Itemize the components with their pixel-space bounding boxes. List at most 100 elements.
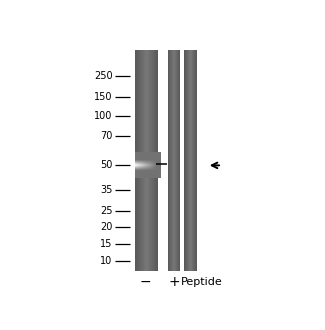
Bar: [178, 50, 179, 271]
Bar: [192, 50, 193, 271]
Bar: [179, 50, 180, 271]
Text: 70: 70: [100, 131, 112, 141]
Bar: [171, 50, 172, 271]
Text: 100: 100: [94, 111, 112, 121]
Bar: [173, 50, 174, 271]
Bar: [146, 50, 147, 271]
Bar: [150, 50, 151, 271]
Bar: [190, 50, 191, 271]
Bar: [170, 50, 171, 271]
Bar: [191, 50, 192, 271]
Bar: [148, 50, 149, 271]
Bar: [176, 50, 177, 271]
Bar: [189, 50, 190, 271]
Bar: [142, 50, 143, 271]
Bar: [195, 50, 196, 271]
Bar: [156, 50, 157, 271]
Bar: [153, 50, 154, 271]
Bar: [136, 50, 137, 271]
Bar: [186, 50, 187, 271]
Bar: [174, 50, 175, 271]
Bar: [194, 50, 195, 271]
Text: 25: 25: [100, 206, 112, 216]
Bar: [140, 50, 141, 271]
Bar: [144, 50, 145, 271]
Bar: [149, 50, 150, 271]
Text: +: +: [168, 275, 180, 289]
Bar: [153, 50, 154, 271]
Bar: [186, 50, 187, 271]
Bar: [150, 50, 151, 271]
Bar: [185, 50, 186, 271]
Bar: [151, 50, 152, 271]
Bar: [171, 50, 172, 271]
Bar: [169, 50, 170, 271]
Bar: [189, 50, 190, 271]
Bar: [193, 50, 194, 271]
Bar: [143, 50, 144, 271]
Bar: [172, 50, 173, 271]
Bar: [168, 50, 169, 271]
Text: −: −: [139, 275, 151, 289]
Bar: [169, 50, 170, 271]
Bar: [149, 50, 150, 271]
Bar: [148, 50, 149, 271]
Bar: [188, 50, 189, 271]
Bar: [174, 50, 175, 271]
Bar: [187, 50, 188, 271]
Bar: [188, 50, 189, 271]
Text: Peptide: Peptide: [181, 277, 223, 287]
Bar: [185, 50, 186, 271]
Bar: [145, 50, 146, 271]
Bar: [154, 50, 155, 271]
Bar: [157, 50, 158, 271]
Bar: [173, 50, 174, 271]
Bar: [139, 50, 140, 271]
Bar: [136, 50, 137, 271]
Bar: [138, 50, 139, 271]
Bar: [147, 50, 148, 271]
Bar: [196, 50, 197, 271]
Bar: [140, 50, 141, 271]
Bar: [176, 50, 177, 271]
Bar: [191, 50, 192, 271]
Bar: [194, 50, 195, 271]
Bar: [168, 50, 169, 271]
Bar: [157, 50, 158, 271]
Text: 50: 50: [100, 160, 112, 170]
Bar: [158, 50, 168, 271]
Text: 10: 10: [100, 256, 112, 266]
Bar: [177, 50, 178, 271]
Text: 35: 35: [100, 184, 112, 194]
Text: 150: 150: [94, 92, 112, 102]
Bar: [190, 50, 191, 271]
Bar: [194, 50, 195, 271]
Bar: [176, 50, 177, 271]
Bar: [169, 50, 170, 271]
Bar: [155, 50, 156, 271]
Bar: [195, 50, 196, 271]
Bar: [152, 50, 153, 271]
Text: 250: 250: [94, 71, 112, 82]
Bar: [193, 50, 194, 271]
Bar: [154, 50, 155, 271]
Bar: [179, 50, 180, 271]
Bar: [170, 50, 171, 271]
Bar: [175, 50, 176, 271]
Bar: [135, 50, 136, 271]
Bar: [146, 50, 147, 271]
Bar: [196, 50, 197, 271]
Bar: [187, 50, 188, 271]
Bar: [141, 50, 142, 271]
Bar: [192, 50, 193, 271]
Bar: [177, 50, 178, 271]
Bar: [155, 50, 156, 271]
Bar: [151, 50, 152, 271]
Bar: [180, 50, 185, 271]
Text: 15: 15: [100, 239, 112, 248]
Bar: [173, 50, 174, 271]
Bar: [178, 50, 179, 271]
Bar: [152, 50, 153, 271]
Text: 20: 20: [100, 222, 112, 232]
Bar: [172, 50, 173, 271]
